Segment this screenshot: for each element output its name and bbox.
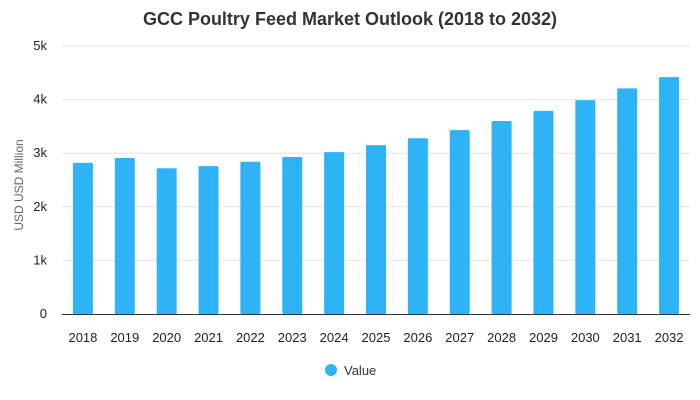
- legend-label: Value: [344, 363, 376, 378]
- bar: [198, 166, 219, 314]
- y-tick-label: 1k: [33, 252, 47, 267]
- x-tick-label: 2023: [278, 330, 307, 345]
- x-tick-label: 2024: [320, 330, 349, 345]
- bar: [366, 145, 386, 314]
- bar: [617, 88, 638, 315]
- bar: [491, 121, 512, 314]
- y-tick-label: 5k: [33, 38, 47, 53]
- x-tick-label: 2030: [571, 330, 600, 345]
- legend[interactable]: Value: [325, 363, 376, 378]
- bar: [324, 152, 345, 314]
- bar: [240, 161, 261, 314]
- x-axis-ticks: 2018 2019 2020 2021 2022 2023 2024 2025 2026 2027…: [68, 330, 683, 345]
- chart-title: GCC Poultry Feed Market Outlook (2018 to…: [143, 9, 557, 29]
- bar: [575, 100, 596, 314]
- x-tick-label: 2020: [152, 330, 181, 345]
- x-tick-label: 2025: [362, 330, 391, 345]
- x-tick-label: 2019: [110, 330, 139, 345]
- y-axis-label: USD USD Million: [12, 139, 26, 230]
- y-tick-label: 3k: [33, 145, 47, 160]
- x-tick-label: 2026: [403, 330, 432, 345]
- bar: [72, 162, 93, 314]
- bars: [72, 77, 680, 315]
- x-tick-label: 2027: [445, 330, 474, 345]
- x-tick-label: 2021: [194, 330, 223, 345]
- x-tick-label: 2028: [487, 330, 516, 345]
- bar: [407, 138, 428, 314]
- x-tick-label: 2031: [613, 330, 642, 345]
- y-axis-ticks: 0 1k 2k 3k 4k 5k: [33, 38, 47, 321]
- y-tick-label: 4k: [33, 92, 47, 107]
- y-tick-label: 0: [40, 306, 47, 321]
- bar: [449, 130, 470, 314]
- x-tick-label: 2029: [529, 330, 558, 345]
- bar: [659, 77, 680, 314]
- bar: [156, 168, 177, 314]
- bar: [282, 156, 303, 314]
- x-tick-label: 2032: [655, 330, 684, 345]
- x-tick-label: 2018: [68, 330, 97, 345]
- y-tick-label: 2k: [33, 199, 47, 214]
- x-tick-label: 2022: [236, 330, 265, 345]
- bar: [533, 110, 554, 314]
- bar: [114, 158, 135, 314]
- legend-swatch: [325, 364, 337, 376]
